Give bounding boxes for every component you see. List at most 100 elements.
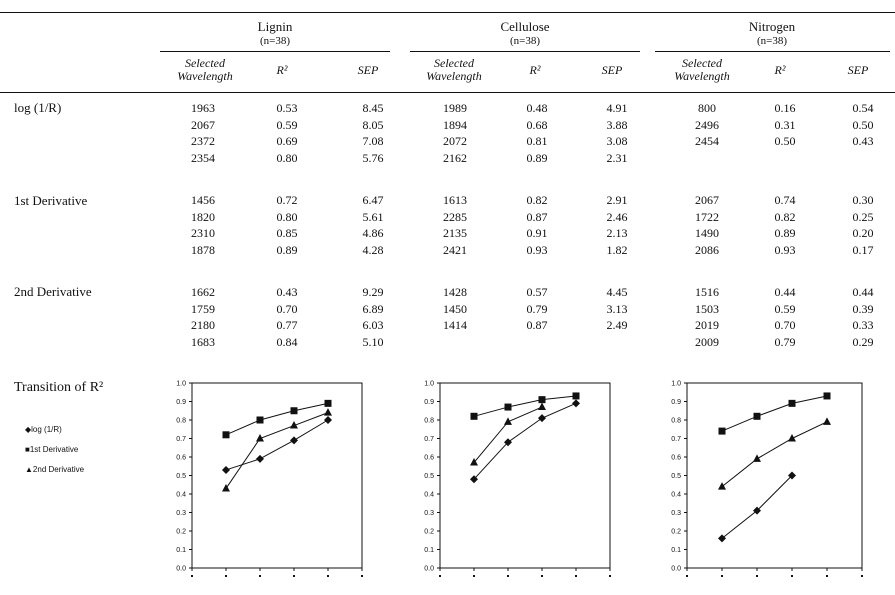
square-marker [257, 417, 264, 424]
plot-frame [440, 383, 610, 568]
cell-d1-nitrogen-sep: 0.30 [838, 194, 888, 206]
series-line [226, 413, 328, 489]
x-tick-mark [861, 575, 863, 577]
cell-d2-lignin-r2: 0.84 [262, 336, 312, 348]
square-marker [325, 400, 332, 407]
square-marker [754, 413, 761, 420]
cell-d1-nitrogen-sep: 0.17 [838, 244, 888, 256]
legend-2nd-derivative: ▲2nd Derivative [25, 466, 84, 474]
cell-d2-lignin-sep: 9.29 [348, 286, 398, 298]
y-tick-label: 0.4 [176, 492, 186, 499]
x-tick-mark [225, 575, 227, 577]
cell-d1-cellulose-r2: 0.93 [512, 244, 562, 256]
y-tick-label: 0.1 [671, 547, 681, 554]
diamond-marker [324, 416, 332, 424]
cell-log-lignin-r2: 0.53 [262, 102, 312, 114]
cell-d1-lignin-wavelength: 1456 [178, 194, 228, 206]
col-sep-cellulose: SEP [592, 64, 632, 77]
cell-d1-cellulose-sep: 2.13 [592, 227, 642, 239]
row-label-2nd-derivative: 2nd Derivative [14, 285, 92, 298]
cell-log-cellulose-wavelength: 1989 [430, 102, 480, 114]
group-rule-cellulose [410, 51, 640, 52]
y-tick-label: 0.5 [424, 473, 434, 480]
cell-d2-cellulose-r2: 0.57 [512, 286, 562, 298]
cell-d1-lignin-sep: 6.47 [348, 194, 398, 206]
cell-log-cellulose-r2: 0.89 [512, 152, 562, 164]
cell-d1-nitrogen-wavelength: 1722 [682, 211, 732, 223]
cell-log-nitrogen-sep: 0.50 [838, 119, 888, 131]
series-line [474, 407, 542, 463]
cell-d2-lignin-wavelength: 1759 [178, 303, 228, 315]
cell-d2-nitrogen-r2: 0.79 [760, 336, 810, 348]
group-rule-nitrogen [655, 51, 890, 52]
x-tick-mark [721, 575, 723, 577]
cell-log-cellulose-sep: 3.08 [592, 135, 642, 147]
cell-d1-nitrogen-wavelength: 2086 [682, 244, 732, 256]
y-tick-label: 0.0 [176, 566, 186, 573]
col-sep-nitrogen: SEP [838, 64, 878, 77]
cell-d2-nitrogen-sep: 0.33 [838, 319, 888, 331]
cell-log-lignin-r2: 0.59 [262, 119, 312, 131]
square-marker [291, 407, 298, 414]
cell-d1-cellulose-sep: 2.91 [592, 194, 642, 206]
cell-d1-lignin-r2: 0.89 [262, 244, 312, 256]
cell-d1-cellulose-wavelength: 2285 [430, 211, 480, 223]
cell-d2-nitrogen-r2: 0.70 [760, 319, 810, 331]
triangle-marker-icon: ▲ [25, 465, 33, 474]
triangle-marker [788, 434, 796, 442]
y-tick-label: 0.3 [424, 510, 434, 517]
group-title-cellulose: Cellulose [475, 20, 575, 33]
plot-frame [192, 383, 362, 568]
cell-d1-cellulose-wavelength: 2421 [430, 244, 480, 256]
square-marker [824, 392, 831, 399]
triangle-marker [718, 482, 726, 490]
y-tick-label: 0.4 [424, 492, 434, 499]
cell-d1-cellulose-wavelength: 1613 [430, 194, 480, 206]
cell-d2-cellulose-sep: 3.13 [592, 303, 642, 315]
cell-d2-nitrogen-wavelength: 1516 [682, 286, 732, 298]
y-tick-label: 0.6 [671, 455, 681, 462]
cell-d2-cellulose-wavelength: 1414 [430, 319, 480, 331]
cell-d2-lignin-r2: 0.70 [262, 303, 312, 315]
y-tick-label: 0.3 [671, 510, 681, 517]
cell-d1-nitrogen-wavelength: 2067 [682, 194, 732, 206]
diamond-marker [256, 455, 264, 463]
x-tick-mark [609, 575, 611, 577]
cell-log-lignin-r2: 0.69 [262, 135, 312, 147]
square-marker [505, 404, 512, 411]
square-marker [573, 392, 580, 399]
cell-log-cellulose-wavelength: 2072 [430, 135, 480, 147]
triangle-marker [324, 408, 332, 416]
x-tick-mark [327, 575, 329, 577]
group-n-lignin: (n=38) [225, 36, 325, 47]
diamond-marker [290, 436, 298, 444]
cell-d1-lignin-r2: 0.72 [262, 194, 312, 206]
cell-d2-nitrogen-r2: 0.44 [760, 286, 810, 298]
y-tick-label: 0.9 [176, 399, 186, 406]
cell-d2-lignin-r2: 0.43 [262, 286, 312, 298]
cell-d1-nitrogen-sep: 0.20 [838, 227, 888, 239]
y-tick-label: 0.2 [176, 529, 186, 536]
cell-d1-lignin-sep: 5.61 [348, 211, 398, 223]
cell-log-lignin-wavelength: 1963 [178, 102, 228, 114]
group-title-nitrogen: Nitrogen [722, 20, 822, 33]
cell-log-nitrogen-wavelength: 800 [682, 102, 732, 114]
chart-cellulose: 0.0 0.1 0.2 0.3 0.4 0.5 0.6 0.7 0.8 0.9 1.0 [408, 375, 638, 585]
cell-log-nitrogen-r2: 0.31 [760, 119, 810, 131]
col-wavelength-nitrogen: Selected Wavelength [665, 57, 739, 83]
diamond-marker [572, 399, 580, 407]
diamond-marker [538, 414, 546, 422]
cell-log-cellulose-sep: 3.88 [592, 119, 642, 131]
triangle-marker [538, 403, 546, 411]
y-tick-label: 1.0 [671, 381, 681, 388]
cell-d2-lignin-sep: 5.10 [348, 336, 398, 348]
table-top-rule [0, 12, 895, 13]
cell-d2-nitrogen-wavelength: 2019 [682, 319, 732, 331]
y-tick-label: 0.4 [671, 492, 681, 499]
cell-d1-lignin-wavelength: 1820 [178, 211, 228, 223]
cell-log-nitrogen-wavelength: 2496 [682, 119, 732, 131]
cell-d2-nitrogen-r2: 0.59 [760, 303, 810, 315]
y-tick-label: 0.3 [176, 510, 186, 517]
x-tick-mark [791, 575, 793, 577]
y-tick-label: 0.8 [671, 418, 681, 425]
